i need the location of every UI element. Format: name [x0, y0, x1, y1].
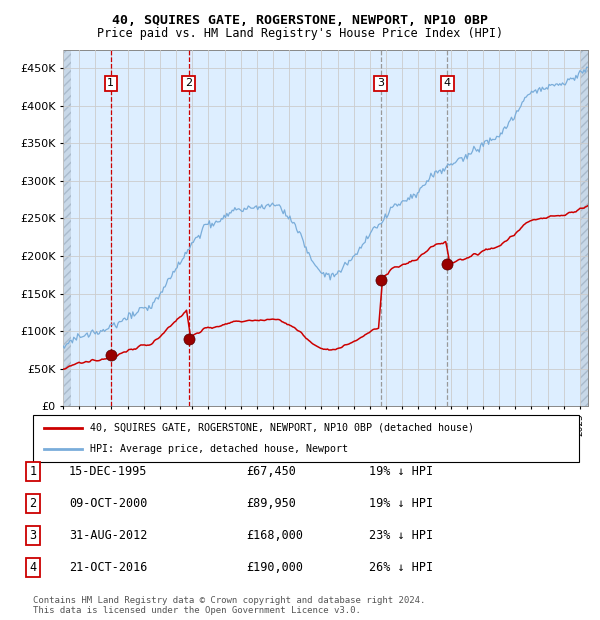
Text: 09-OCT-2000: 09-OCT-2000 [69, 497, 148, 510]
Text: 1: 1 [29, 465, 37, 477]
Text: 31-AUG-2012: 31-AUG-2012 [69, 529, 148, 542]
Text: £190,000: £190,000 [246, 562, 303, 574]
Text: £89,950: £89,950 [246, 497, 296, 510]
Text: 3: 3 [29, 529, 37, 542]
Text: 15-DEC-1995: 15-DEC-1995 [69, 465, 148, 477]
Text: £168,000: £168,000 [246, 529, 303, 542]
Text: 26% ↓ HPI: 26% ↓ HPI [369, 562, 433, 574]
Text: Contains HM Land Registry data © Crown copyright and database right 2024.
This d: Contains HM Land Registry data © Crown c… [33, 596, 425, 615]
Text: 40, SQUIRES GATE, ROGERSTONE, NEWPORT, NP10 0BP: 40, SQUIRES GATE, ROGERSTONE, NEWPORT, N… [112, 14, 488, 27]
Text: 4: 4 [29, 562, 37, 574]
Text: £67,450: £67,450 [246, 465, 296, 477]
Bar [580, 50, 588, 406]
Text: 3: 3 [377, 79, 384, 89]
Text: HPI: Average price, detached house, Newport: HPI: Average price, detached house, Newp… [91, 445, 349, 454]
Text: 21-OCT-2016: 21-OCT-2016 [69, 562, 148, 574]
Text: 1: 1 [107, 79, 115, 89]
Text: 19% ↓ HPI: 19% ↓ HPI [369, 465, 433, 477]
Bar [63, 50, 71, 406]
Text: 2: 2 [185, 79, 192, 89]
FancyBboxPatch shape [33, 415, 579, 462]
Text: 40, SQUIRES GATE, ROGERSTONE, NEWPORT, NP10 0BP (detached house): 40, SQUIRES GATE, ROGERSTONE, NEWPORT, N… [91, 423, 475, 433]
Text: Price paid vs. HM Land Registry's House Price Index (HPI): Price paid vs. HM Land Registry's House … [97, 27, 503, 40]
Text: 19% ↓ HPI: 19% ↓ HPI [369, 497, 433, 510]
Text: 2: 2 [29, 497, 37, 510]
Text: 23% ↓ HPI: 23% ↓ HPI [369, 529, 433, 542]
Text: 4: 4 [444, 79, 451, 89]
